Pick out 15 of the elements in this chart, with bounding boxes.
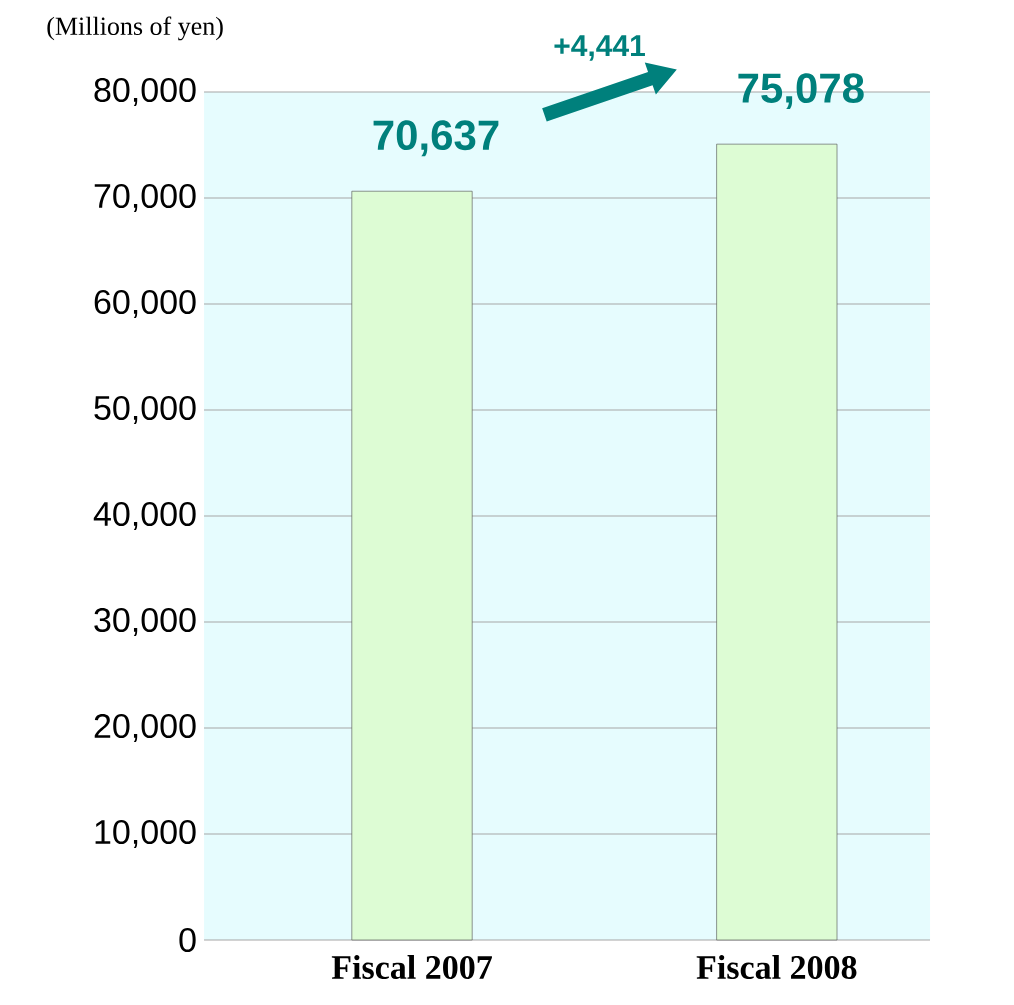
data-label: 75,078	[738, 73, 864, 110]
y-tick-label: 50,000	[94, 395, 196, 425]
y-axis-title: (Millions of yen)	[47, 16, 223, 41]
y-tick-label: 0	[179, 927, 196, 953]
y-tick-label: 70,000	[94, 183, 196, 213]
y-tick-label: 80,000	[94, 77, 196, 107]
x-tick-label: Fiscal 2007	[331, 955, 492, 979]
y-tick-label: 30,000	[94, 607, 196, 637]
y-tick-label: 10,000	[95, 819, 196, 849]
x-tick-label: Fiscal 2008	[696, 955, 857, 979]
y-tick-label: 20,000	[94, 713, 196, 743]
data-label: 70,637	[373, 120, 499, 157]
y-tick-label: 40,000	[93, 501, 196, 531]
text: +4,441	[554, 35, 645, 61]
y-tick-label: 60,000	[94, 289, 196, 319]
